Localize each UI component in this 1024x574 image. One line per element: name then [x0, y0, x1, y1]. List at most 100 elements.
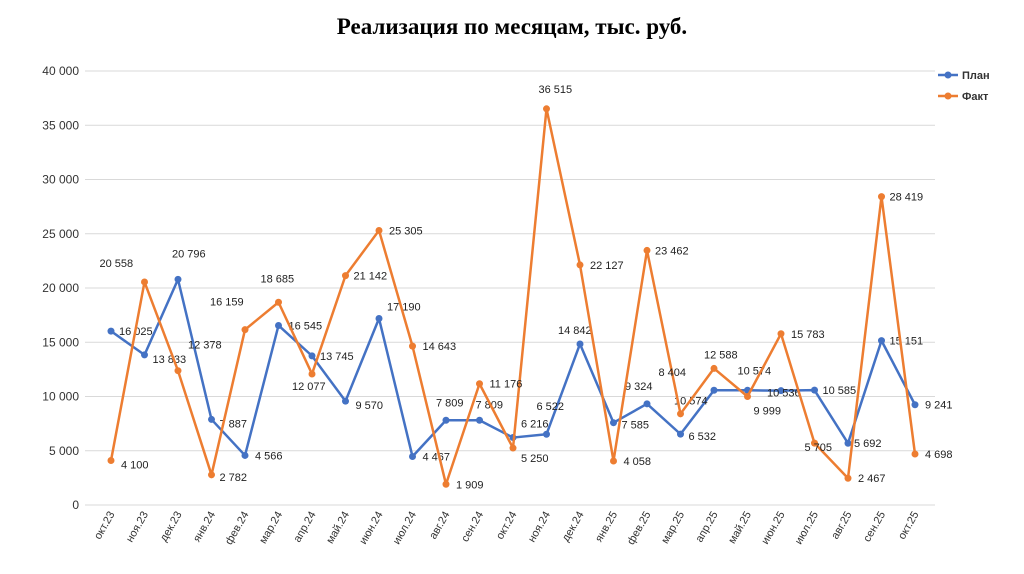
- data-label: 17 190: [387, 301, 421, 313]
- data-point: [509, 444, 517, 452]
- data-label: 14 643: [423, 341, 457, 353]
- data-point: [208, 471, 215, 479]
- data-point: [141, 278, 148, 286]
- data-label: 16 545: [289, 320, 323, 332]
- data-point: [241, 326, 249, 334]
- data-label: 36 515: [539, 84, 573, 96]
- data-point: [710, 386, 718, 394]
- data-point: [174, 367, 182, 375]
- data-point: [208, 415, 215, 423]
- data-point: [844, 474, 852, 482]
- data-label: 12 378: [188, 340, 222, 352]
- data-point: [811, 386, 818, 394]
- data-point: [141, 351, 148, 359]
- data-label: 7 585: [622, 420, 650, 432]
- data-point: [610, 419, 617, 427]
- y-tick-label: 35 000: [42, 118, 79, 132]
- x-tick-label: фев.24: [223, 510, 252, 547]
- data-point: [643, 400, 651, 408]
- data-point: [610, 457, 617, 465]
- data-label: 25 305: [389, 225, 423, 237]
- data-label: 9 570: [356, 400, 384, 412]
- data-label: 23 462: [655, 245, 689, 257]
- data-point: [677, 430, 684, 438]
- data-label: 5 250: [521, 453, 549, 465]
- data-point: [811, 439, 818, 447]
- x-tick-label: мар.24: [257, 510, 285, 546]
- data-label: 6 216: [521, 419, 549, 431]
- data-label: 15 783: [791, 329, 825, 341]
- data-label: 8 404: [659, 367, 687, 379]
- data-point: [375, 226, 383, 234]
- data-point: [442, 416, 450, 424]
- data-label: 7 809: [476, 399, 504, 411]
- data-point: [643, 246, 651, 254]
- data-label: 6 522: [537, 401, 565, 413]
- x-tick-label: ноя.23: [124, 510, 151, 545]
- data-point: [911, 401, 919, 409]
- y-tick-label: 25 000: [42, 227, 79, 241]
- data-label: 18 685: [261, 273, 295, 285]
- chart-title: Реализация по месяцам, тыс. руб.: [336, 14, 688, 39]
- x-tick-label: дек.24: [560, 510, 587, 544]
- x-tick-label: апр.24: [291, 510, 318, 545]
- data-label: 10 585: [823, 385, 857, 397]
- data-label: 9 241: [925, 400, 953, 412]
- data-point: [275, 321, 282, 329]
- data-label: 9 324: [625, 381, 653, 393]
- data-label: 2 467: [858, 473, 886, 485]
- legend-label: Факт: [962, 91, 989, 103]
- data-label: 4 566: [255, 450, 283, 462]
- data-point: [342, 397, 349, 405]
- data-label: 4 100: [121, 460, 149, 472]
- y-tick-label: 20 000: [42, 281, 79, 295]
- data-label: 6 532: [689, 431, 717, 443]
- x-tick-label: янв.24: [191, 510, 218, 545]
- data-point: [308, 370, 316, 378]
- data-label: 1 909: [456, 479, 484, 491]
- y-tick-label: 15 000: [42, 335, 79, 349]
- x-tick-label: авг.25: [829, 510, 854, 542]
- data-point: [308, 352, 316, 360]
- data-label: 4 467: [423, 452, 451, 464]
- data-point: [275, 298, 282, 306]
- legend-label: План: [962, 70, 990, 82]
- data-label: 14 842: [558, 325, 592, 337]
- data-label: 28 419: [890, 192, 924, 204]
- data-label: 2 782: [220, 472, 248, 484]
- x-tick-label: июл.24: [391, 510, 419, 547]
- data-label: 20 558: [100, 258, 134, 270]
- x-tick-label: сен.25: [861, 510, 888, 545]
- legend-marker: [944, 92, 952, 100]
- x-tick-label: авг.24: [427, 510, 452, 542]
- data-point: [375, 314, 383, 322]
- data-label: 7 809: [436, 397, 464, 409]
- data-label: 22 127: [590, 260, 624, 272]
- data-label: 15 151: [890, 336, 924, 348]
- data-label: 13 745: [320, 351, 354, 363]
- data-label: 13 833: [153, 354, 187, 366]
- y-tick-label: 5 000: [49, 444, 79, 458]
- data-label: 5 692: [854, 438, 882, 450]
- data-label: 12 077: [292, 381, 326, 393]
- x-tick-label: июл.25: [793, 510, 821, 547]
- x-tick-label: фев.25: [625, 510, 654, 547]
- x-tick-label: окт.24: [494, 510, 519, 542]
- data-label: 20 796: [172, 248, 206, 260]
- data-point: [576, 261, 584, 269]
- data-point: [878, 337, 885, 345]
- data-point: [342, 272, 349, 280]
- data-label: 21 142: [354, 271, 388, 283]
- x-tick-label: май.25: [726, 510, 754, 546]
- x-tick-label: сен.24: [459, 510, 486, 545]
- y-tick-label: 40 000: [42, 64, 79, 78]
- x-tick-label: окт.25: [896, 510, 921, 542]
- data-point: [174, 275, 182, 283]
- data-point: [107, 457, 115, 465]
- x-tick-label: мар.25: [659, 510, 687, 546]
- data-point: [442, 480, 450, 488]
- data-point: [576, 340, 584, 348]
- data-label: 7 887: [220, 418, 248, 430]
- data-point: [543, 430, 550, 438]
- data-label: 10 536: [767, 388, 801, 400]
